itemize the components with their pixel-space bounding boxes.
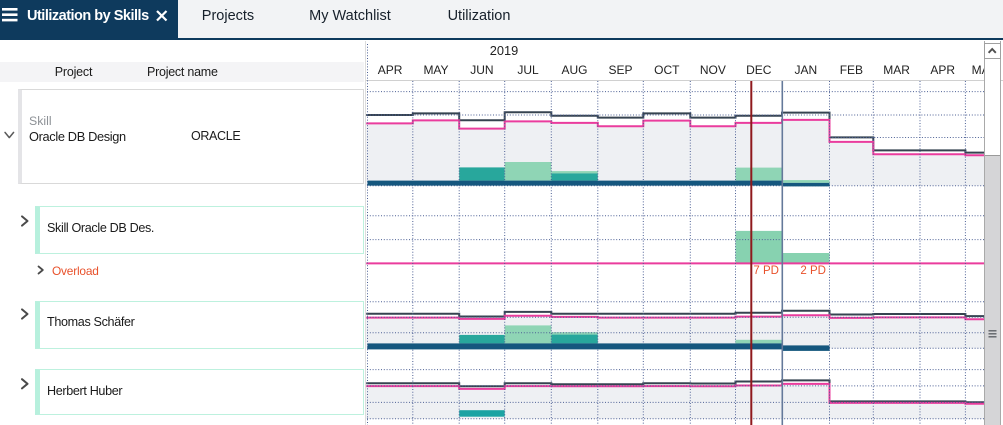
svg-text:2 PD: 2 PD	[800, 265, 826, 277]
svg-text:7 PD: 7 PD	[753, 265, 779, 277]
